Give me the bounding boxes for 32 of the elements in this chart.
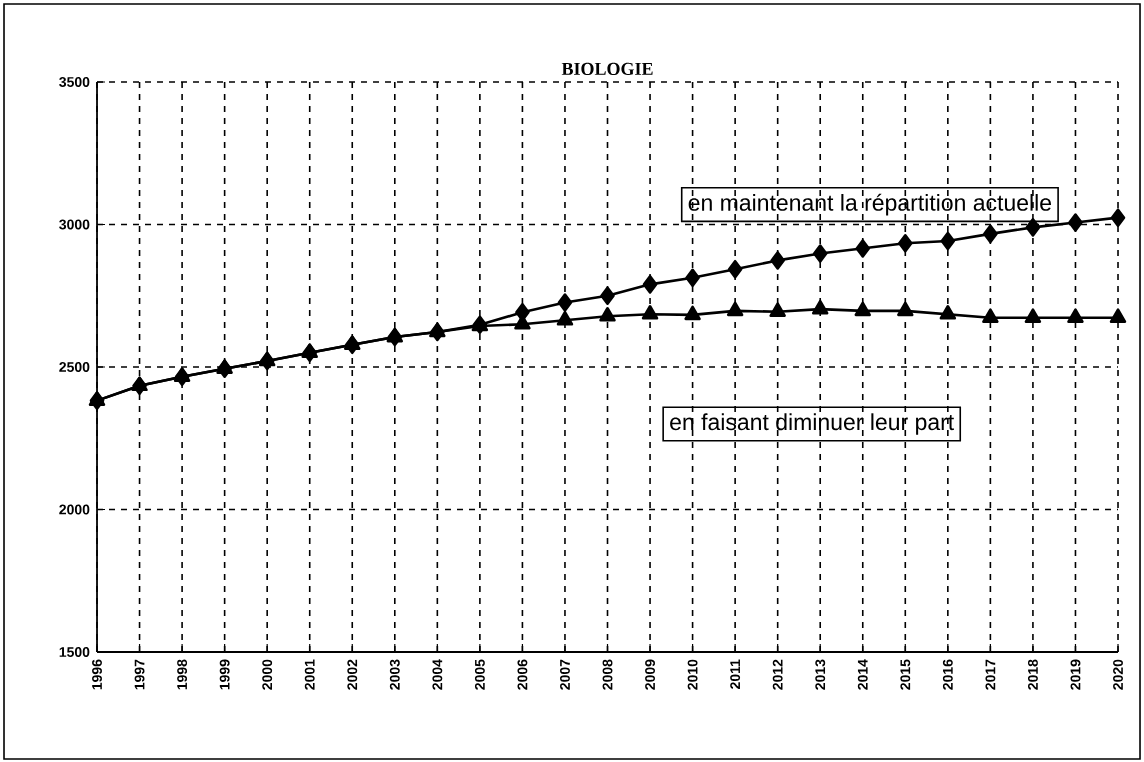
x-tick-label: 2005: [474, 659, 485, 690]
x-tick-label: 2001: [304, 659, 315, 690]
annotation: en faisant diminuer leur part: [670, 413, 955, 435]
x-tick-label: 2011: [730, 659, 741, 689]
x-tick-label: 2002: [347, 659, 358, 690]
x-tick-label: 2007: [560, 659, 570, 690]
x-tick-label: 1996: [92, 659, 102, 690]
y-tick-label: 3000: [59, 219, 90, 230]
x-tick-label: 1999: [219, 659, 230, 690]
x-tick-label: 2009: [645, 659, 655, 690]
x-tick-label: 2012: [772, 659, 783, 690]
x-tick-label: 2008: [602, 659, 613, 690]
chart-title: BIOLOGIE: [561, 62, 653, 75]
x-tick-label: 2000: [262, 659, 273, 690]
x-tick-label: 1997: [134, 659, 145, 690]
x-tick-label: 1998: [177, 659, 188, 690]
y-tick-label: 2500: [59, 362, 90, 372]
x-tick-label: 2016: [942, 659, 953, 690]
x-tick-label: 2003: [389, 659, 400, 690]
x-tick-label: 2019: [1070, 659, 1081, 690]
y-tick-label: 1500: [59, 647, 90, 657]
x-tick-label: 2006: [517, 659, 528, 690]
x-tick-label: 2015: [900, 659, 911, 690]
x-tick-label: 2018: [1027, 659, 1038, 690]
y-tick-label: 2000: [59, 504, 90, 515]
y-tick-label: 3500: [59, 77, 90, 87]
x-tick-label: 2017: [985, 659, 996, 690]
x-tick-label: 2013: [815, 659, 826, 690]
x-tick-label: 2014: [857, 659, 868, 690]
x-tick-label: 2004: [432, 659, 443, 690]
x-tick-label: 2010: [687, 659, 698, 690]
x-tick-label: 2020: [1113, 659, 1123, 690]
